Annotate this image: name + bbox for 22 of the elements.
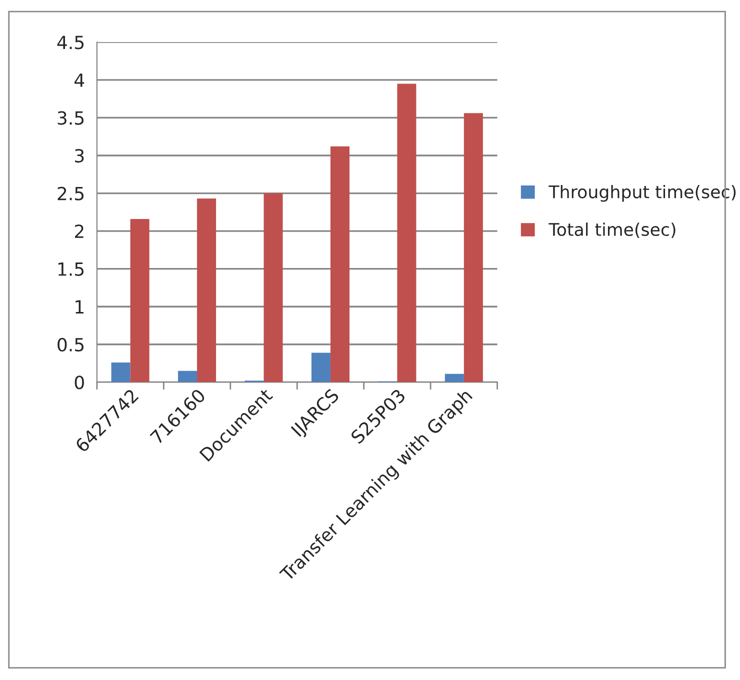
y-tick-label: 3 — [75, 148, 84, 163]
legend-label: Throughput time(sec) — [548, 184, 736, 202]
bar — [311, 352, 330, 382]
y-tick-label: 0 — [74, 376, 84, 390]
bar — [178, 370, 198, 382]
y-tick-label: 1.5 — [58, 262, 84, 276]
bar — [397, 84, 416, 382]
bar — [111, 362, 130, 382]
bar — [130, 218, 150, 382]
bar — [464, 113, 483, 382]
bar — [444, 374, 464, 382]
y-tick-label: 2.5 — [58, 186, 84, 200]
y-tick-label: 4 — [74, 74, 84, 87]
y-tick-label: 0.5 — [58, 338, 84, 352]
bar — [197, 198, 216, 382]
bar — [264, 193, 283, 382]
legend-label: Total time(sec) — [548, 222, 676, 238]
y-tick-label: 1 — [76, 300, 84, 314]
y-tick-label: 4.5 — [57, 36, 84, 50]
y-tick-label: 3.5 — [58, 111, 84, 125]
bar — [330, 146, 350, 382]
y-tick-label: 2 — [74, 224, 84, 238]
